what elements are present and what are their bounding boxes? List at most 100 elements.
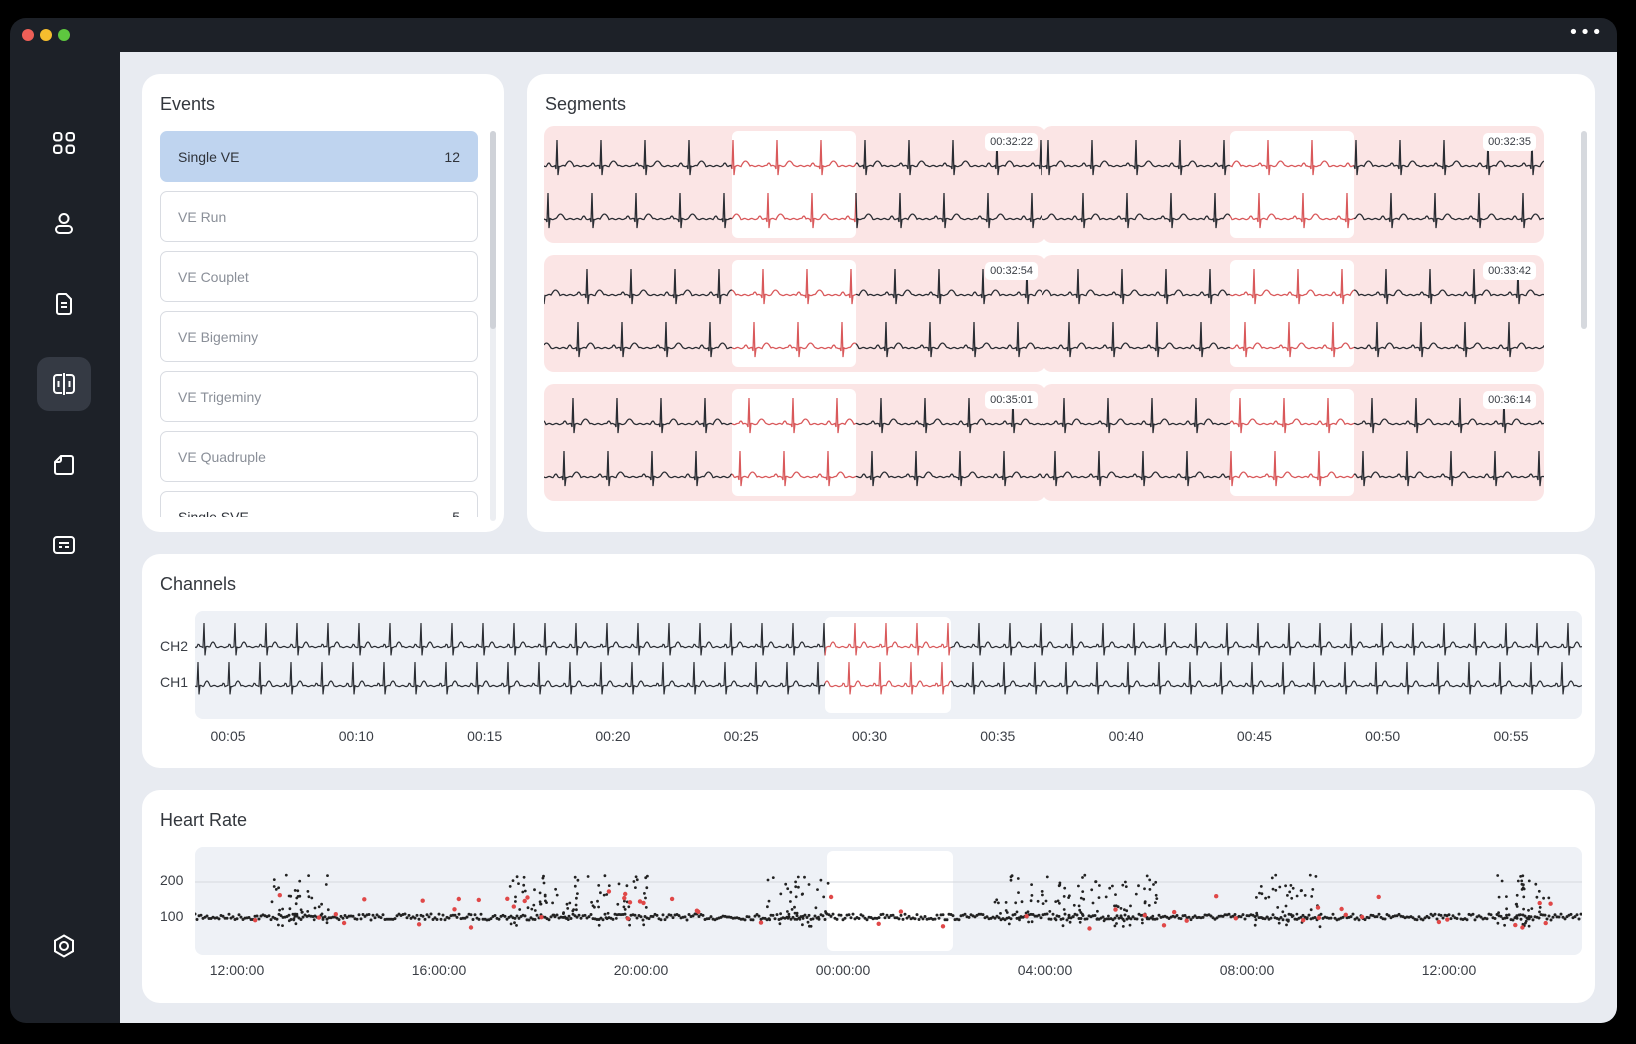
hr-point [1104,895,1108,899]
document-icon [56,293,72,315]
hr-point [644,896,647,900]
sidebar-item-messages[interactable] [37,518,91,572]
segment-card[interactable]: 00:32:54 [544,255,1046,372]
hr-point [1522,895,1526,899]
hr-event-point [637,899,643,904]
hr-point [824,910,827,913]
channels-tick-label: 00:25 [723,728,759,744]
main-content: Events Single VE 12 VE Run VE Couplet VE Big… [120,52,1617,1023]
event-item[interactable]: Single VE 12 [160,131,478,182]
hr-point [1507,913,1511,917]
event-item[interactable]: Single SVE 5 [160,491,478,517]
segment-card[interactable]: 00:35:01 [544,384,1046,501]
segment-card[interactable]: 00:33:42 [1042,255,1544,372]
hr-point [542,874,545,878]
hr-point [851,912,855,916]
hr-point [564,916,568,920]
hr-point [539,902,542,906]
more-horizontal-icon[interactable]: ••• [1568,22,1603,43]
segment-ecg-ch2-highlight [1229,139,1355,176]
hr-point [1279,916,1283,919]
hr-point [993,900,997,904]
hr-point [1179,917,1183,921]
event-item[interactable]: VE Quadruple [160,431,478,482]
hr-point [287,919,291,923]
hr-point [1137,884,1140,888]
hr-point [821,914,825,918]
hr-point [1489,913,1493,917]
hr-tick-label: 00:00:00 [815,962,871,978]
hr-point [294,922,298,926]
hr-point [1154,893,1158,897]
hr-point [351,914,355,918]
hr-point [642,923,646,927]
hr-point [339,914,343,918]
hr-event-point [898,909,904,914]
sidebar-item-patient[interactable] [37,196,91,250]
hr-point [597,884,601,887]
hr-point [1111,918,1115,922]
event-item[interactable]: VE Run [160,191,478,242]
hr-point [337,918,341,922]
sidebar-item-events[interactable] [37,357,91,411]
hr-point [1107,914,1110,918]
hr-point [1331,912,1335,916]
hr-point [1284,904,1288,908]
hr-point [941,913,945,917]
hr-point [901,917,905,921]
segment-ecg-ch1 [544,450,733,487]
hr-point [1531,918,1535,922]
hr-point [1496,921,1500,925]
event-item[interactable]: VE Trigeminy [160,371,478,422]
sidebar-item-report[interactable] [37,277,91,331]
hr-point [205,914,209,918]
segment-ecg [544,131,1046,238]
hr-point [644,906,648,909]
hr-point [789,890,793,894]
hr-point [361,913,365,916]
events-list: Single VE 12 VE Run VE Couplet VE Bigeminy VE… [160,131,478,517]
minimize-window-button[interactable] [40,29,52,41]
hr-point [293,889,297,892]
hr-point [849,916,853,920]
maximize-window-button[interactable] [58,29,70,41]
hr-point [1098,884,1101,887]
hr-point [1314,875,1318,878]
hr-point [605,893,609,896]
hr-point [945,918,949,922]
hr-point [897,917,901,921]
hr-point [1004,909,1008,912]
hr-point [635,878,639,882]
events-scroll-thumb[interactable] [490,131,496,329]
hr-point [1516,879,1520,883]
hr-point [707,917,711,921]
hr-point [1187,915,1191,919]
hr-point [1101,915,1105,919]
segment-card[interactable]: 00:36:14 [1042,384,1544,501]
close-window-button[interactable] [22,29,34,41]
heart-rate-plot[interactable] [195,847,1582,955]
segments-scroll-thumb[interactable] [1581,131,1587,329]
channels-strip[interactable] [195,611,1582,719]
sidebar-item-dashboard[interactable] [37,116,91,170]
segment-timestamp: 00:36:14 [1483,391,1536,409]
hr-point [1018,918,1021,922]
events-scrollbar[interactable] [490,131,496,521]
settings-button[interactable] [37,919,91,973]
sidebar-item-files[interactable] [37,438,91,492]
event-item[interactable]: VE Couplet [160,251,478,302]
hr-point [1455,917,1459,920]
segment-card[interactable]: 00:32:22 [544,126,1046,243]
hr-point [767,899,771,903]
segments-scrollbar[interactable] [1581,131,1587,521]
hr-point [371,913,375,917]
segment-ecg-ch1 [1353,321,1544,358]
hr-point [757,914,761,918]
event-item[interactable]: VE Bigeminy [160,311,478,362]
hr-point [1081,876,1084,879]
hr-point [1269,916,1273,920]
segment-card[interactable]: 00:32:35 [1042,126,1544,243]
hr-event-point [525,895,530,900]
hr-event-point [828,894,834,900]
segment-ecg-ch1 [1042,321,1231,358]
